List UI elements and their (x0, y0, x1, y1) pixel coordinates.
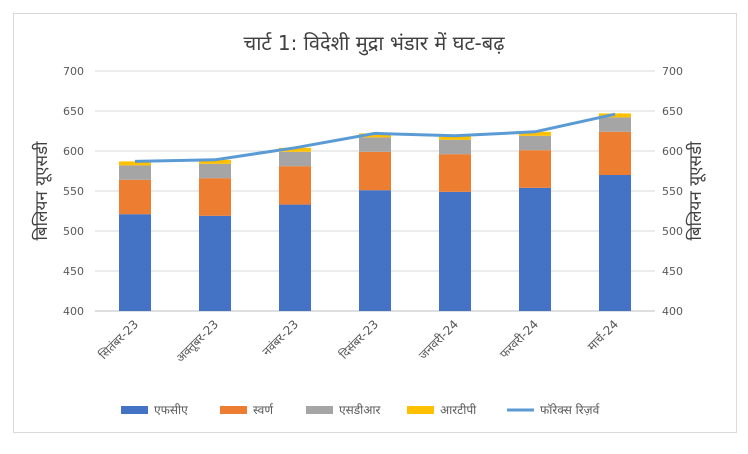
x-tick-label: अक्तूबर-23 (173, 317, 222, 366)
y-axis-right-label: बिलियन यूएसडी (685, 141, 706, 241)
bar-segment (359, 137, 391, 152)
bar-segment (279, 151, 311, 167)
y-tick-label-right: 500 (662, 225, 683, 238)
y-tick-label-left: 400 (63, 305, 84, 318)
bar-segment (519, 131, 551, 136)
y-tick-label-left: 650 (63, 105, 84, 118)
x-tick-label: मार्च-24 (585, 317, 621, 353)
y-axis-left-label: बिलियन यूएसडी (31, 141, 52, 241)
bar-segment (199, 215, 231, 311)
legend-swatch (220, 406, 247, 414)
legend-label: आरटीपी (440, 403, 477, 417)
y-tick-label-right: 550 (662, 185, 683, 198)
y-tick-label-left: 600 (63, 145, 84, 158)
bar-segment (599, 117, 631, 132)
bar-segment (599, 131, 631, 175)
y-tick-label-right: 700 (662, 65, 683, 78)
x-tick-label: सितंबर-23 (96, 317, 141, 362)
bar-segment (279, 204, 311, 311)
bar-segment (519, 150, 551, 188)
x-tick-label: नवंबर-23 (260, 317, 302, 359)
bar-segment (439, 154, 471, 192)
bar-segment (199, 163, 231, 179)
legend-label: एफसीए (154, 403, 188, 417)
line-series (134, 112, 616, 163)
y-axis-right-ticks: 400 450 500 550 600 650 700 (662, 65, 683, 318)
y-tick-label-left: 500 (63, 225, 84, 238)
bar-segment (359, 190, 391, 311)
y-tick-label-right: 600 (662, 145, 683, 158)
bar-segment (439, 191, 471, 311)
bar-segment (519, 187, 551, 311)
bar-segment (439, 135, 471, 140)
bar-segment (279, 166, 311, 205)
bar-segment (119, 161, 151, 166)
bar-segment (359, 151, 391, 191)
legend: एफसीए स्वर्ण एसडीआर आरटीपी फॉरेक्स रिज़र्व (121, 403, 600, 417)
legend-swatch (407, 406, 434, 414)
y-tick-label-left: 550 (63, 185, 84, 198)
bar-segment (199, 178, 231, 216)
x-tick-label: जनवरी-24 (416, 317, 461, 362)
bar-segment (599, 175, 631, 311)
y-tick-label-left: 450 (63, 265, 84, 278)
legend-label: स्वर्ण (253, 403, 274, 417)
x-tick-label: फरवरी-24 (497, 317, 541, 361)
x-tick-label: दिसंबर-23 (337, 317, 382, 362)
bar-segment (119, 165, 151, 180)
y-tick-label-right: 450 (662, 265, 683, 278)
bar-segment (279, 147, 311, 152)
y-tick-label-right: 400 (662, 305, 683, 318)
bar-segment (519, 135, 551, 151)
bar-segment (119, 179, 151, 215)
x-axis-ticks: सितंबर-23 अक्तूबर-23 नवंबर-23 दिसंबर-23 जनवर… (96, 317, 621, 366)
bar-segment (119, 214, 151, 311)
bars (119, 113, 631, 311)
y-axis-left-ticks: 400 450 500 550 600 650 700 (63, 65, 84, 318)
y-tick-label-right: 650 (662, 105, 683, 118)
legend-label: एसडीआर (339, 403, 382, 417)
bar-segment (439, 139, 471, 155)
bar-segment (199, 159, 231, 164)
legend-label: फॉरेक्स रिज़र्व (540, 403, 600, 417)
y-tick-label-left: 700 (63, 65, 84, 78)
chart-title: चार्ट 1: विदेशी मुद्रा भंडार में घट-बढ़ (244, 31, 506, 56)
reserve-line (134, 112, 616, 163)
bar-segment (359, 133, 391, 138)
legend-swatch (121, 406, 148, 414)
legend-swatch (306, 406, 333, 414)
